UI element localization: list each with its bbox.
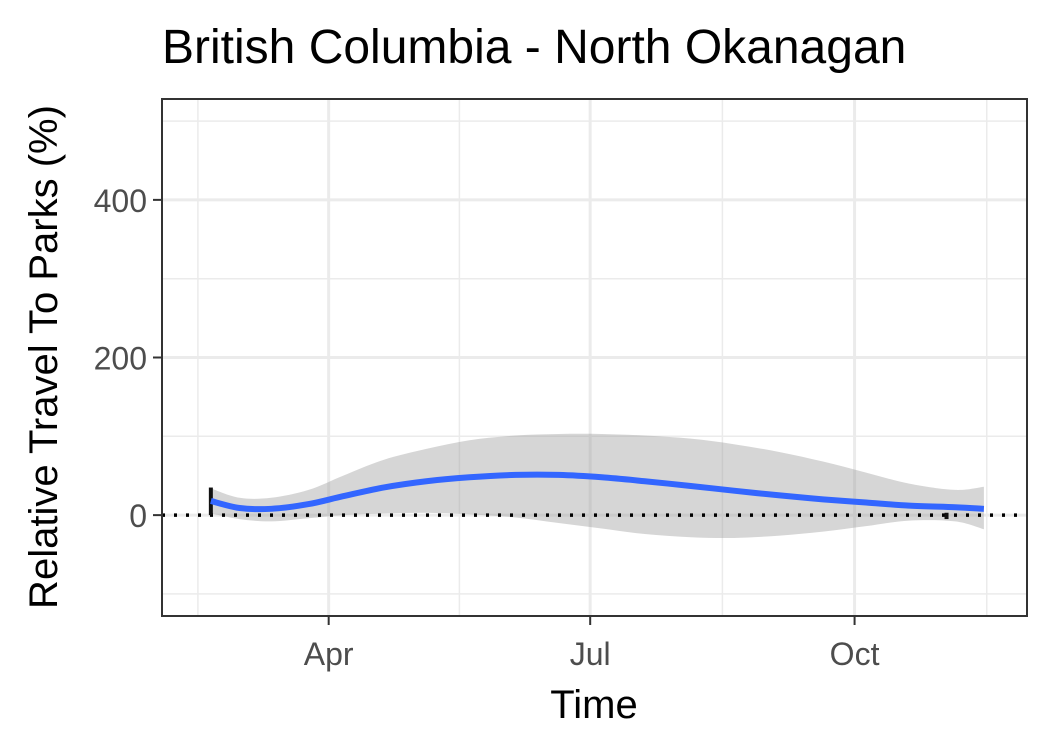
confidence-band-layer	[210, 433, 984, 539]
y-tick-label: 400	[94, 183, 147, 219]
series-line-layer	[210, 471, 985, 513]
x-axis-label: Time	[550, 683, 637, 727]
series-line	[210, 471, 985, 513]
x-tick-label: Apr	[304, 636, 354, 672]
confidence-band	[210, 433, 984, 539]
y-axis: 0 200 400	[94, 183, 162, 534]
y-tick-label: 0	[129, 498, 147, 534]
x-tick-label: Jul	[570, 636, 611, 672]
chart-title: British Columbia - North Okanagan	[162, 21, 906, 74]
x-axis: Apr Jul Oct	[304, 616, 880, 672]
y-tick-label: 200	[94, 341, 147, 377]
x-tick-label: Oct	[830, 636, 880, 672]
y-axis-label: Relative Travel To Parks (%)	[22, 105, 66, 609]
